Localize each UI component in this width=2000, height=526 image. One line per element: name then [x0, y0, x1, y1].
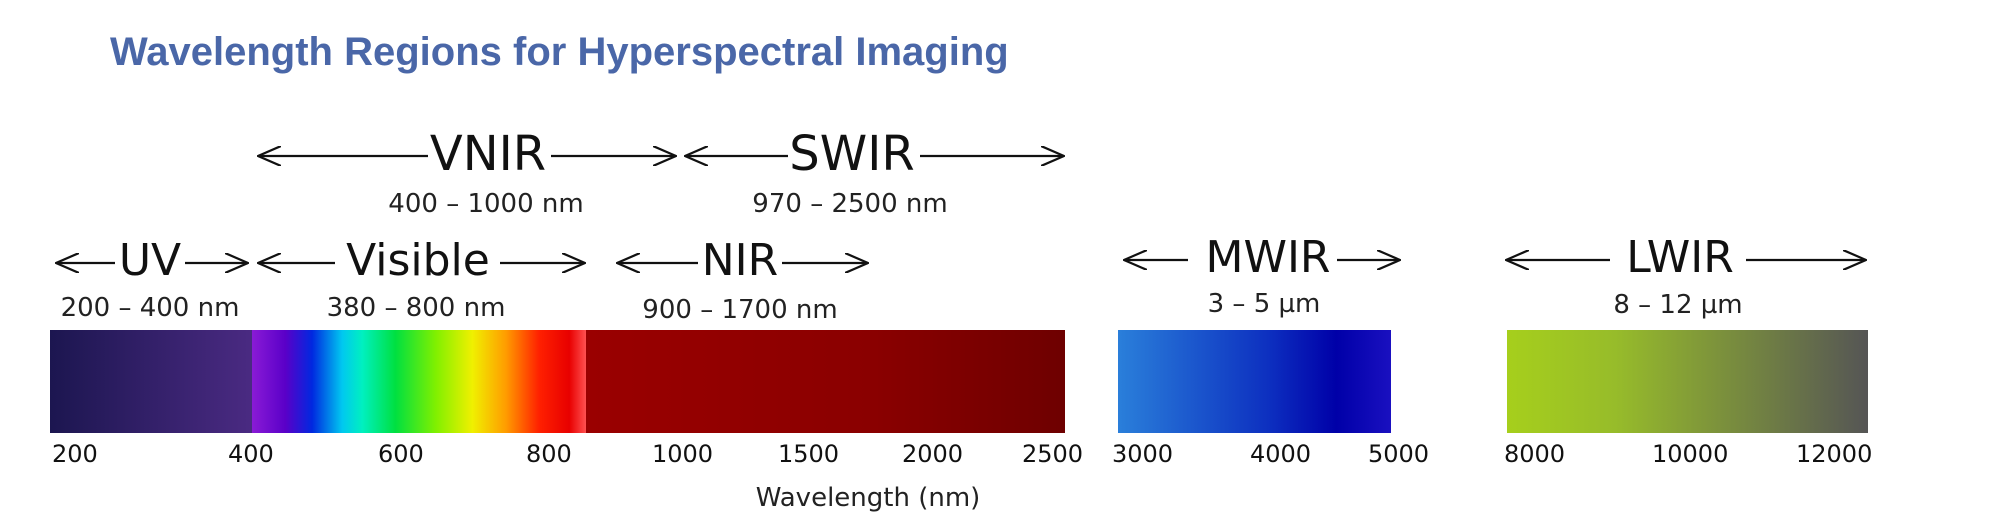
mwir-bar	[1118, 330, 1391, 433]
vnir-range: 400 – 1000 nm	[388, 189, 583, 219]
tick-label: 4000	[1250, 440, 1311, 468]
tick-label: 400	[228, 440, 274, 468]
swir-range: 970 – 2500 nm	[752, 189, 947, 219]
vnir-label: VNIR	[430, 126, 546, 182]
uv-bar	[50, 330, 252, 433]
band-mwir: MWIR 3 – 5 µm	[1124, 232, 1400, 319]
tick-label: 2500	[1022, 440, 1083, 468]
tick-label: 10000	[1652, 440, 1728, 468]
lwir-range: 8 – 12 µm	[1613, 290, 1742, 320]
band-visible: Visible 380 – 800 nm	[258, 235, 585, 323]
axis-ticks: 200 400 600 800 1000 1500 2000 2500 3000…	[52, 440, 1872, 468]
diagram-title: Wavelength Regions for Hyperspectral Ima…	[110, 30, 1009, 74]
band-uv: UV 200 – 400 nm	[56, 235, 248, 323]
nir-range: 900 – 1700 nm	[642, 295, 837, 325]
tick-label: 600	[378, 440, 424, 468]
spectrum-bars	[50, 330, 1868, 433]
tick-label: 8000	[1504, 440, 1565, 468]
lwir-label: LWIR	[1626, 232, 1734, 283]
tick-label: 200	[52, 440, 98, 468]
nir-label: NIR	[702, 235, 778, 286]
tick-label: 12000	[1796, 440, 1872, 468]
mwir-label: MWIR	[1205, 232, 1330, 283]
uv-range: 200 – 400 nm	[61, 293, 240, 323]
tick-label: 3000	[1112, 440, 1173, 468]
axis-title: Wavelength (nm)	[756, 483, 981, 513]
mwir-range: 3 – 5 µm	[1208, 289, 1321, 319]
tick-label: 1500	[778, 440, 839, 468]
nir-bar	[586, 330, 1065, 433]
uv-label: UV	[119, 235, 181, 286]
band-nir: NIR 900 – 1700 nm	[617, 235, 868, 325]
swir-label: SWIR	[789, 126, 914, 182]
tick-label: 800	[526, 440, 572, 468]
band-swir: SWIR 970 – 2500 nm	[685, 126, 1064, 219]
visible-label: Visible	[346, 235, 490, 286]
tick-label: 2000	[902, 440, 963, 468]
band-vnir: VNIR 400 – 1000 nm	[258, 126, 676, 219]
lwir-bar	[1507, 330, 1868, 433]
tick-label: 5000	[1368, 440, 1429, 468]
tick-label: 1000	[652, 440, 713, 468]
visible-range: 380 – 800 nm	[327, 293, 506, 323]
band-lwir: LWIR 8 – 12 µm	[1506, 232, 1866, 320]
visible-bar	[252, 330, 586, 433]
